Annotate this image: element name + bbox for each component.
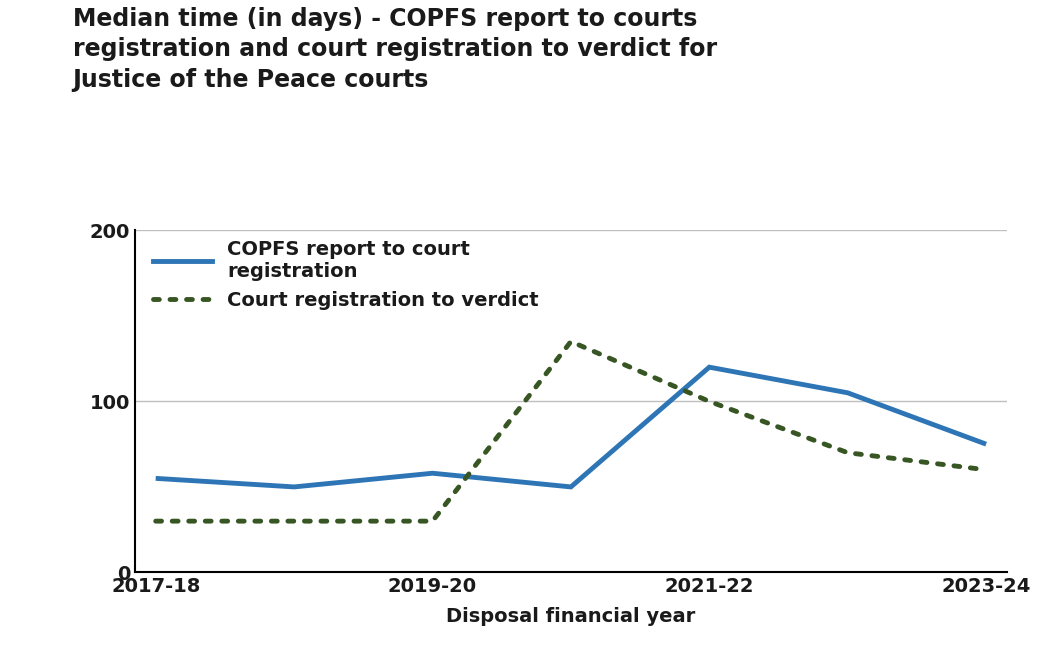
Text: Median time (in days) - COPFS report to courts
registration and court registrati: Median time (in days) - COPFS report to … bbox=[73, 7, 717, 92]
Legend: COPFS report to court
registration, Court registration to verdict: COPFS report to court registration, Cour… bbox=[154, 240, 539, 310]
X-axis label: Disposal financial year: Disposal financial year bbox=[446, 607, 695, 626]
